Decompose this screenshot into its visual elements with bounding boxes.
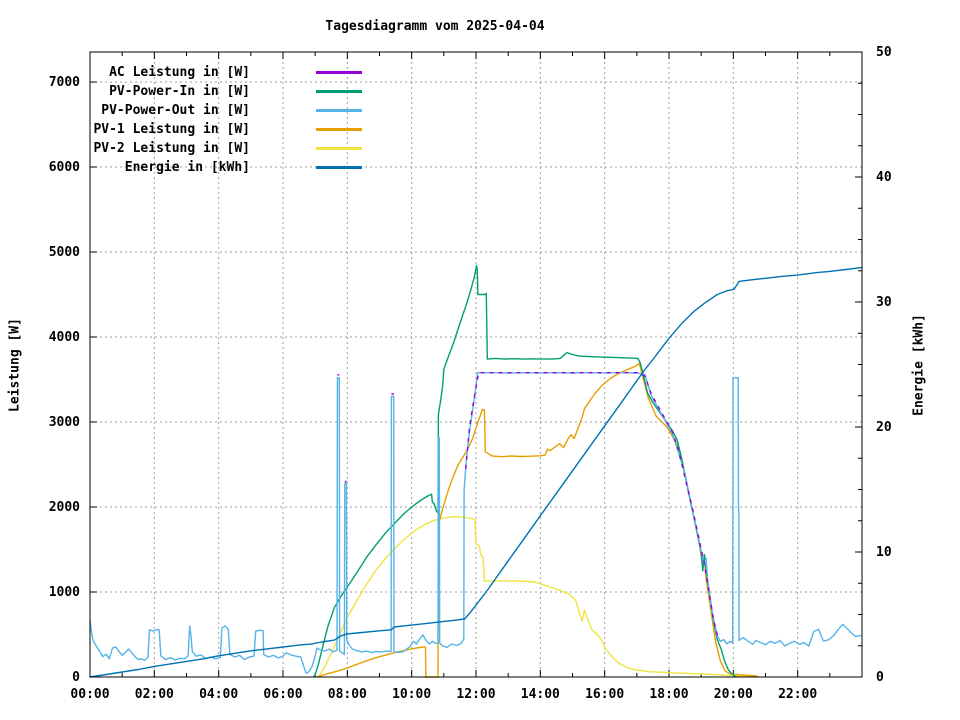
x-tick-label: 20:00 — [713, 687, 753, 702]
y-left-tick-label: 5000 — [48, 245, 80, 260]
x-tick-label: 12:00 — [456, 687, 496, 702]
y-left-tick-label: 6000 — [48, 160, 80, 175]
legend-label: PV-Power-In in [W] — [109, 84, 250, 99]
x-tick-label: 04:00 — [199, 687, 239, 702]
legend-label: PV-2 Leistung in [W] — [93, 141, 250, 156]
legend-label: PV-Power-Out in [W] — [101, 103, 250, 118]
y-left-tick-label: 2000 — [48, 500, 80, 515]
x-tick-label: 16:00 — [585, 687, 625, 702]
x-tick-label: 22:00 — [778, 687, 818, 702]
series-line-energie — [89, 266, 862, 678]
y-right-tick-label: 0 — [876, 670, 884, 685]
legend-label: AC Leistung in [W] — [109, 65, 250, 80]
x-tick-label: 08:00 — [327, 687, 367, 702]
legend-color-line — [316, 128, 362, 131]
y-right-tick-label: 20 — [876, 420, 892, 435]
chart-title: Tagesdiagramm vom 2025-04-04 — [325, 19, 545, 34]
series-line-pv-2 — [317, 516, 758, 678]
x-tick-label: 14:00 — [520, 687, 560, 702]
legend-label: Energie in [kWh] — [124, 160, 250, 175]
y-left-tick-label: 4000 — [48, 330, 80, 345]
y-right-tick-label: 10 — [876, 545, 892, 560]
legend-color-line — [316, 90, 362, 93]
legend-color-line — [316, 71, 362, 74]
legend-color-line — [316, 147, 362, 150]
x-tick-label: 00:00 — [70, 687, 110, 702]
y-left-tick-label: 0 — [72, 670, 80, 685]
y-left-tick-label: 1000 — [48, 585, 80, 600]
x-tick-label: 06:00 — [263, 687, 303, 702]
plot-border — [89, 51, 863, 678]
y-right-tick-label: 50 — [876, 45, 892, 60]
y-right-tick-label: 40 — [876, 170, 892, 185]
series-line-pv-power-in — [313, 264, 737, 678]
legend-label: PV-1 Leistung in [W] — [93, 122, 250, 137]
y-left-tick-label: 7000 — [48, 75, 80, 90]
y-left-tick-label: 3000 — [48, 415, 80, 430]
legend-color-line — [316, 166, 362, 169]
x-tick-label: 18:00 — [649, 687, 689, 702]
series-line-pv-power-out — [89, 372, 862, 674]
right-axis-title: Energie [kWh] — [911, 314, 927, 416]
x-tick-label: 02:00 — [134, 687, 174, 702]
legend-color-line — [316, 109, 362, 112]
series-line-ac — [465, 372, 720, 641]
x-tick-label: 10:00 — [392, 687, 432, 702]
y-right-tick-label: 30 — [876, 295, 892, 310]
